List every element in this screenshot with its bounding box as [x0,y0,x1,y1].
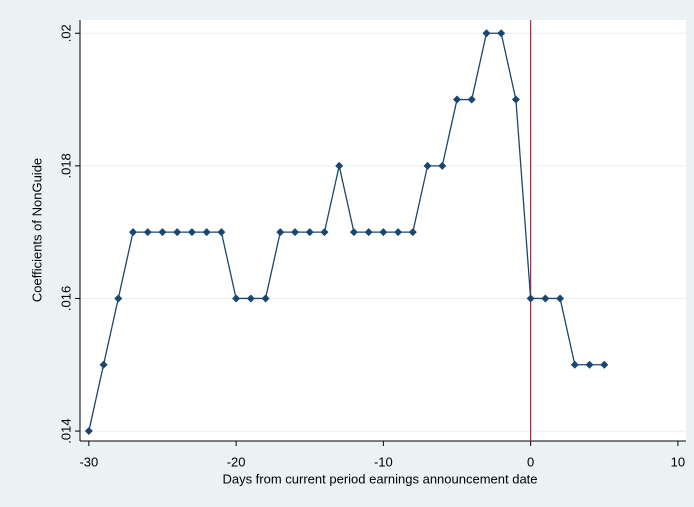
marker [305,228,314,237]
x-axis-title: Days from current period earnings announ… [222,471,537,486]
marker [217,228,226,237]
marker [99,360,108,369]
marker [394,228,403,237]
marker [173,228,182,237]
x-tick-label: 0 [527,454,534,469]
marker [482,29,491,38]
x-tick-label: -20 [227,454,246,469]
marker [379,228,388,237]
y-axis-title: Coefficients of NonGuide [29,158,44,302]
marker [600,360,609,369]
marker [335,161,344,170]
y-tick-label: .016 [58,286,73,311]
y-tick-label: .014 [58,418,73,443]
y-tick-label: .018 [58,153,73,178]
marker [291,228,300,237]
x-tick-label: 10 [671,454,685,469]
marker [187,228,196,237]
marker [423,161,432,170]
marker [261,294,270,303]
x-tick-label: -30 [79,454,98,469]
marker [349,228,358,237]
marker [320,228,329,237]
marker [158,228,167,237]
y-tick-label: .02 [58,24,73,42]
marker [84,427,93,436]
marker [232,294,241,303]
marker [453,95,462,104]
marker [467,95,476,104]
marker [246,294,255,303]
marker [438,161,447,170]
marker [276,228,285,237]
marker [129,228,138,237]
marker [408,228,417,237]
marker [526,294,535,303]
x-tick-label: -10 [374,454,393,469]
marker [114,294,123,303]
marker [497,29,506,38]
marker [202,228,211,237]
marker [541,294,550,303]
marker [556,294,565,303]
marker [364,228,373,237]
marker [511,95,520,104]
marker [570,360,579,369]
marker [143,228,152,237]
marker [585,360,594,369]
